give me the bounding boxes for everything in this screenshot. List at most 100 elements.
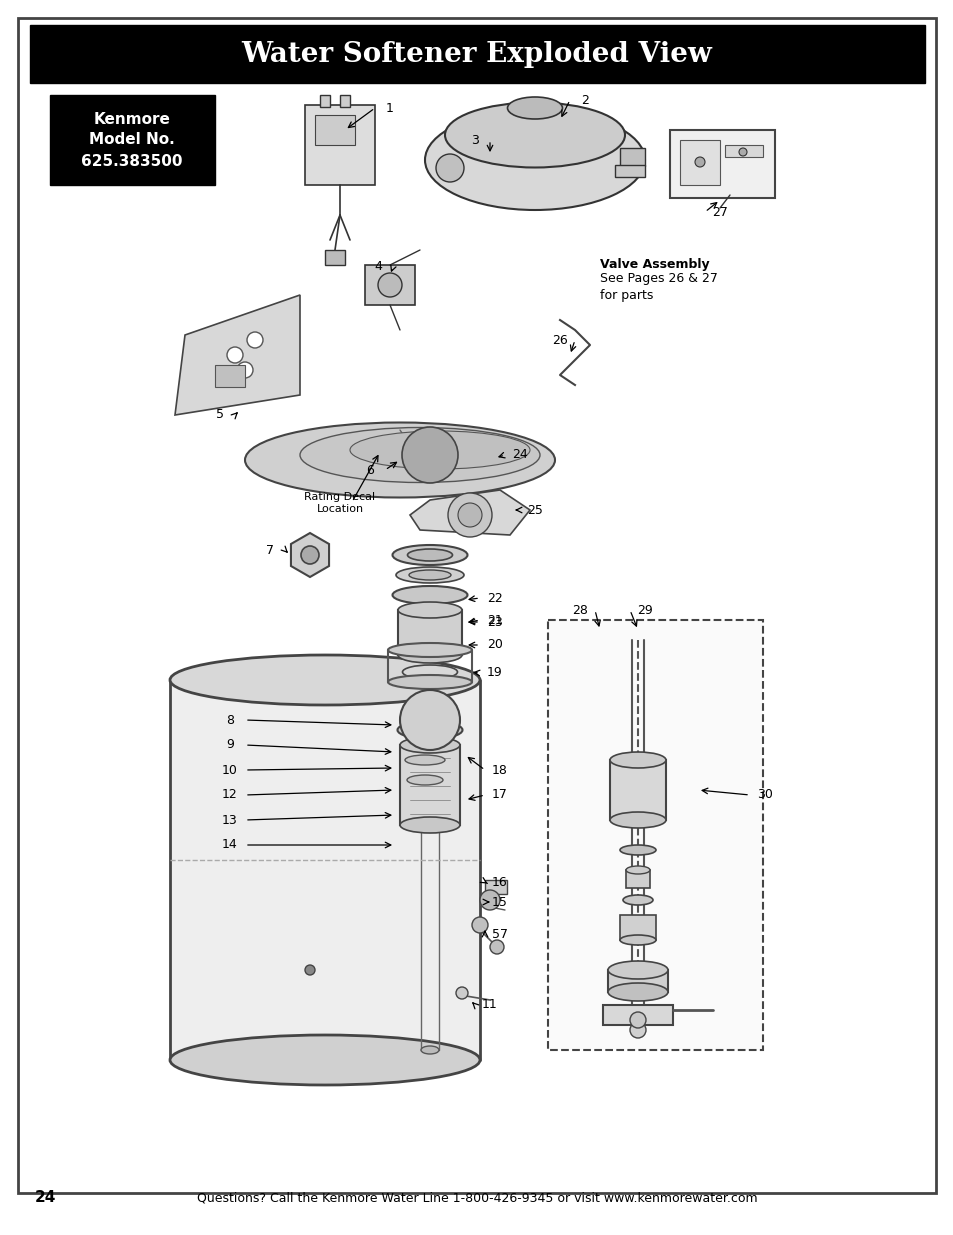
Text: See Pages 26 & 27
for parts: See Pages 26 & 27 for parts <box>599 272 717 303</box>
Ellipse shape <box>407 776 442 785</box>
Ellipse shape <box>299 427 539 483</box>
Text: 9: 9 <box>226 739 233 752</box>
Ellipse shape <box>405 755 444 764</box>
Text: 18: 18 <box>492 763 507 777</box>
Circle shape <box>695 157 704 167</box>
Text: 7: 7 <box>266 543 274 557</box>
Text: 17: 17 <box>492 788 507 802</box>
Circle shape <box>629 1023 645 1037</box>
Ellipse shape <box>392 545 467 564</box>
Bar <box>339 95 350 107</box>
Text: Rating Decal
Location: Rating Decal Location <box>304 492 375 515</box>
Ellipse shape <box>607 983 667 1002</box>
Text: 24: 24 <box>35 1191 56 1205</box>
Bar <box>602 1005 672 1025</box>
Bar <box>314 115 355 144</box>
Ellipse shape <box>420 697 438 704</box>
Ellipse shape <box>609 752 665 768</box>
Polygon shape <box>410 490 530 535</box>
Text: 8: 8 <box>226 714 233 726</box>
Text: 5: 5 <box>215 409 224 421</box>
Bar <box>325 249 345 266</box>
Polygon shape <box>291 534 329 577</box>
Text: 13: 13 <box>222 814 237 826</box>
Bar <box>319 95 330 107</box>
Bar <box>619 148 644 165</box>
Bar <box>615 165 644 177</box>
Bar <box>625 869 649 888</box>
Bar <box>214 366 245 387</box>
Circle shape <box>399 690 459 750</box>
Ellipse shape <box>397 647 461 663</box>
Text: 30: 30 <box>757 788 772 802</box>
Text: 29: 29 <box>637 604 652 616</box>
Bar <box>397 610 461 655</box>
Circle shape <box>305 965 314 974</box>
Ellipse shape <box>399 818 459 832</box>
Bar <box>547 620 762 1050</box>
Ellipse shape <box>392 585 467 604</box>
Ellipse shape <box>507 98 562 119</box>
Ellipse shape <box>619 935 656 945</box>
Text: 21: 21 <box>487 614 502 626</box>
Circle shape <box>227 347 243 363</box>
Bar <box>607 969 667 992</box>
Ellipse shape <box>399 737 459 753</box>
Text: Kenmore
Model No.
625.383500: Kenmore Model No. 625.383500 <box>81 111 183 168</box>
Bar <box>50 95 214 185</box>
Text: 27: 27 <box>711 205 727 219</box>
Text: 10: 10 <box>222 763 237 777</box>
Text: 14: 14 <box>222 839 237 851</box>
Ellipse shape <box>607 961 667 979</box>
Text: 1: 1 <box>386 101 394 115</box>
Circle shape <box>401 427 457 483</box>
Text: 16: 16 <box>492 876 507 888</box>
Ellipse shape <box>609 811 665 827</box>
Circle shape <box>629 1011 645 1028</box>
Text: 24: 24 <box>512 448 527 462</box>
Text: 57: 57 <box>492 929 507 941</box>
Text: 11: 11 <box>481 999 497 1011</box>
Text: 26: 26 <box>552 333 567 347</box>
Bar <box>724 144 762 157</box>
Text: Valve Assembly: Valve Assembly <box>599 258 709 270</box>
Circle shape <box>456 987 468 999</box>
Circle shape <box>301 546 318 564</box>
Text: 20: 20 <box>487 638 502 652</box>
Ellipse shape <box>409 571 451 580</box>
Text: 28: 28 <box>572 604 587 616</box>
Ellipse shape <box>245 422 555 498</box>
Bar <box>305 105 375 185</box>
Circle shape <box>472 918 488 932</box>
Text: Water Softener Exploded View: Water Softener Exploded View <box>241 41 712 68</box>
Circle shape <box>457 503 481 527</box>
Bar <box>669 130 774 198</box>
Text: 12: 12 <box>222 788 237 802</box>
Bar <box>399 745 459 825</box>
Bar <box>30 25 924 83</box>
Bar <box>484 881 506 894</box>
Text: Questions? Call the Kenmore Water Line 1-800-426-9345 or visit www.kenmorewater.: Questions? Call the Kenmore Water Line 1… <box>196 1192 757 1204</box>
Text: 25: 25 <box>526 504 542 516</box>
Ellipse shape <box>388 643 472 657</box>
Ellipse shape <box>395 567 463 583</box>
Ellipse shape <box>170 1035 479 1086</box>
Bar <box>679 140 720 185</box>
Circle shape <box>377 273 401 296</box>
Ellipse shape <box>350 431 530 469</box>
Text: 23: 23 <box>487 615 502 629</box>
Ellipse shape <box>407 550 452 561</box>
Text: 19: 19 <box>487 667 502 679</box>
Circle shape <box>448 493 492 537</box>
Ellipse shape <box>424 110 644 210</box>
Ellipse shape <box>402 664 457 679</box>
Circle shape <box>247 332 263 348</box>
Bar <box>619 915 656 940</box>
Ellipse shape <box>420 1046 438 1053</box>
Ellipse shape <box>397 601 461 618</box>
Text: 22: 22 <box>487 592 502 604</box>
Text: 4: 4 <box>374 261 381 273</box>
Text: 15: 15 <box>492 895 507 909</box>
Circle shape <box>739 148 746 156</box>
Ellipse shape <box>388 676 472 689</box>
